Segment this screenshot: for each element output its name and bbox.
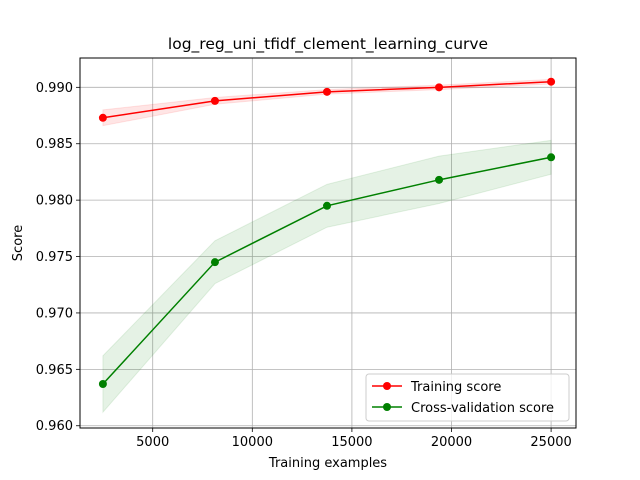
y-tick-label: 0.970: [36, 306, 73, 321]
point-cv: [210, 258, 219, 267]
point-cv: [547, 153, 556, 162]
point-cv: [98, 380, 107, 389]
point-training: [547, 77, 556, 86]
x-tick-label: 5000: [136, 435, 169, 450]
x-tick-label: 20000: [431, 435, 472, 450]
y-tick-label: 0.980: [36, 194, 73, 209]
y-axis-label: Score: [11, 225, 26, 261]
y-tick-label: 0.985: [36, 137, 73, 152]
y-tick-label: 0.990: [36, 81, 73, 96]
x-tick-label: 10000: [232, 435, 273, 450]
x-axis-label: Training examples: [268, 456, 387, 471]
point-training: [210, 96, 219, 105]
legend-marker-cv: [383, 403, 391, 411]
x-tick-label: 25000: [530, 435, 571, 450]
y-tick-label: 0.960: [36, 419, 73, 434]
chart-title: log_reg_uni_tfidf_clement_learning_curve: [168, 35, 488, 54]
point-cv: [323, 201, 332, 210]
legend: Training score Cross-validation score: [365, 373, 570, 422]
legend-label-cv: Cross-validation score: [411, 401, 554, 416]
point-training: [435, 83, 444, 92]
band-cv: [102, 139, 552, 414]
x-tick-label: 15000: [331, 435, 372, 450]
y-tick-label: 0.975: [36, 250, 73, 265]
x-axis-ticks: 5000 10000 15000 20000 25000: [136, 428, 572, 450]
legend-box: [365, 373, 570, 422]
legend-marker-training: [383, 382, 391, 390]
y-axis-ticks: 0.960 0.965 0.970 0.975 0.980 0.985 0.990: [36, 81, 80, 434]
point-training: [98, 113, 107, 122]
y-tick-label: 0.965: [36, 363, 73, 378]
legend-label-training: Training score: [410, 380, 501, 395]
plot-frame: [79, 57, 577, 429]
point-training: [323, 87, 332, 96]
point-cv: [435, 175, 444, 184]
series-points: [98, 77, 556, 389]
